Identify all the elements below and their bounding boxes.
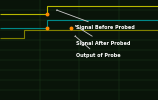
Text: Signal After Probed: Signal After Probed (75, 25, 130, 46)
Text: Signal Before Probed: Signal Before Probed (57, 10, 135, 30)
Text: Output of Probe: Output of Probe (75, 36, 120, 58)
